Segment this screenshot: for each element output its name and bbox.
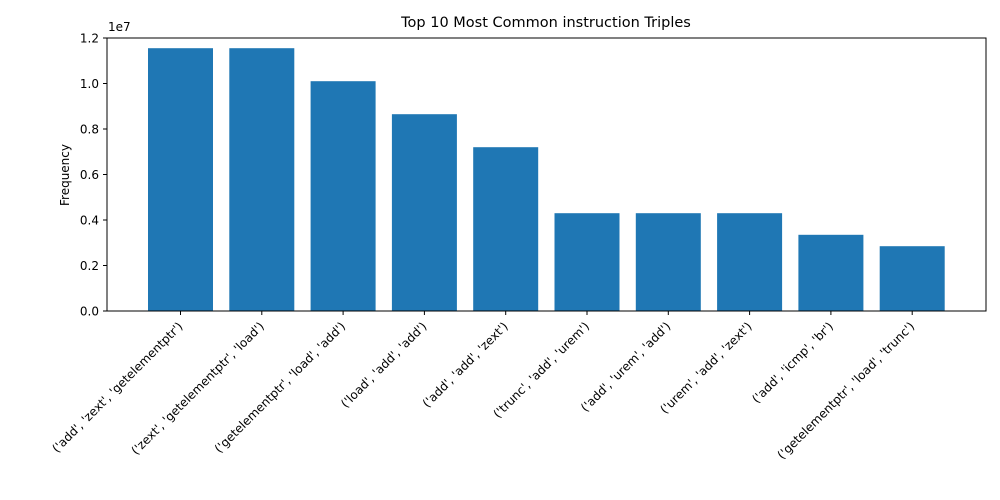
bar [473, 147, 539, 311]
y-tick-label: 1.2 [80, 32, 99, 46]
y-tick-label: 0.4 [80, 214, 99, 228]
bar [229, 48, 295, 311]
bar [391, 114, 457, 311]
y-tick-label: 0.0 [80, 305, 99, 319]
plot-frame [106, 37, 987, 312]
bar [635, 213, 701, 311]
bar [310, 81, 376, 311]
bar [798, 234, 864, 311]
bars-group [148, 48, 945, 311]
y-tick-label: 1.0 [80, 77, 99, 91]
bar [879, 246, 945, 311]
y-tick-label: 0.8 [80, 123, 99, 137]
y-axis: 0.0 0.2 0.4 0.6 0.8 1.0 1.2 [80, 32, 107, 319]
chart-title: Top 10 Most Common instruction Triples [400, 15, 691, 31]
y-axis-label: Frequency [58, 144, 72, 206]
bar [148, 48, 213, 311]
bar [554, 213, 620, 311]
bar [717, 213, 783, 311]
y-offset-label: 1e7 [108, 20, 131, 34]
y-tick-label: 0.2 [80, 259, 99, 273]
y-tick-label: 0.6 [80, 168, 99, 182]
